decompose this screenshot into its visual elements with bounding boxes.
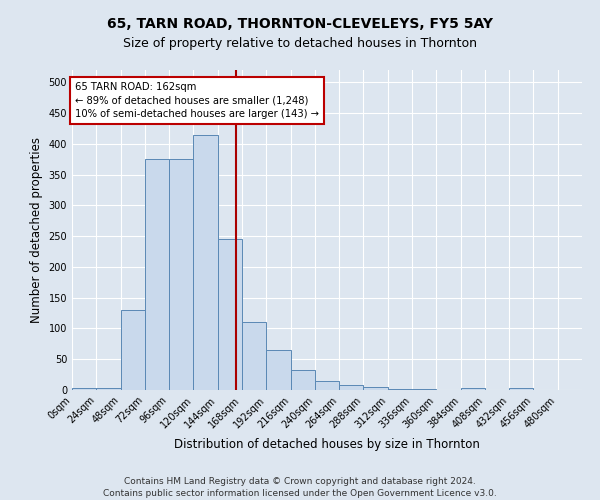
- Bar: [339, 385, 364, 390]
- Bar: [266, 350, 290, 390]
- Text: Size of property relative to detached houses in Thornton: Size of property relative to detached ho…: [123, 38, 477, 51]
- Bar: [218, 239, 242, 390]
- Bar: [96, 388, 121, 390]
- Bar: [145, 159, 169, 390]
- Bar: [388, 389, 412, 390]
- Bar: [169, 159, 193, 390]
- Text: Contains public sector information licensed under the Open Government Licence v3: Contains public sector information licen…: [103, 489, 497, 498]
- Bar: [412, 389, 436, 390]
- Text: 65, TARN ROAD, THORNTON-CLEVELEYS, FY5 5AY: 65, TARN ROAD, THORNTON-CLEVELEYS, FY5 5…: [107, 18, 493, 32]
- Bar: [290, 370, 315, 390]
- Text: 65 TARN ROAD: 162sqm
← 89% of detached houses are smaller (1,248)
10% of semi-de: 65 TARN ROAD: 162sqm ← 89% of detached h…: [75, 82, 319, 118]
- Bar: [72, 388, 96, 390]
- Bar: [364, 387, 388, 390]
- Y-axis label: Number of detached properties: Number of detached properties: [30, 137, 43, 323]
- Bar: [242, 322, 266, 390]
- Bar: [121, 310, 145, 390]
- X-axis label: Distribution of detached houses by size in Thornton: Distribution of detached houses by size …: [174, 438, 480, 451]
- Bar: [461, 388, 485, 390]
- Bar: [315, 381, 339, 390]
- Bar: [509, 388, 533, 390]
- Text: Contains HM Land Registry data © Crown copyright and database right 2024.: Contains HM Land Registry data © Crown c…: [124, 478, 476, 486]
- Bar: [193, 134, 218, 390]
